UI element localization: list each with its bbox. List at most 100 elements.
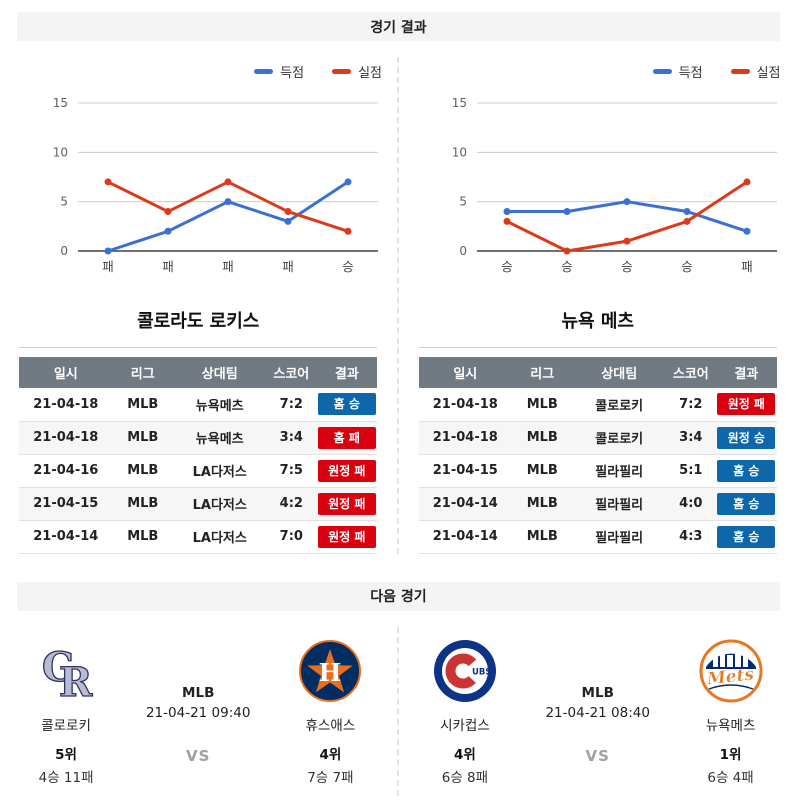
result-badge: 홈 패	[318, 427, 376, 449]
column-header: 상대팀	[573, 357, 666, 388]
match-datetime: 21-04-21 09:40	[132, 705, 264, 721]
team-record: 7승 7패	[264, 766, 396, 786]
y-tick-label: 5	[459, 195, 467, 209]
cell-result: 원정 패	[316, 520, 377, 553]
cell-score: 7:0	[266, 520, 316, 553]
cell-opponent: 콜로로키	[573, 421, 666, 454]
cell-opponent: 필라필리	[573, 487, 666, 520]
results-header-title: 경기 결과	[370, 17, 426, 37]
results-header-bar: 경기 결과	[17, 12, 780, 41]
legend-swatch	[731, 69, 750, 74]
y-tick-label: 0	[459, 244, 467, 258]
result-badge: 홈 승	[318, 393, 376, 415]
team-rank: 1위	[664, 743, 797, 763]
data-point	[285, 218, 292, 225]
cell-league: MLB	[112, 421, 173, 454]
team-rank: 4위	[264, 743, 396, 763]
next-match-header-bar: 다음 경기	[17, 582, 780, 611]
data-point	[563, 208, 570, 215]
y-tick-label: 10	[53, 145, 68, 159]
cell-date: 21-04-14	[419, 520, 512, 553]
series-line	[108, 182, 348, 251]
cell-result: 홈 승	[716, 487, 777, 520]
legend-label: 실점	[358, 62, 382, 81]
legend-swatch	[254, 69, 273, 74]
data-point	[345, 228, 352, 235]
next-match-card-left: C R 콜로로키 5위 4승 11패 MLB 21-04-21 09:40 VS	[0, 627, 399, 796]
cell-opponent: LA다저스	[173, 454, 266, 487]
data-point	[563, 248, 570, 255]
legend-label: 득점	[280, 62, 304, 81]
data-point	[743, 228, 750, 235]
cell-score: 4:2	[266, 487, 316, 520]
cell-league: MLB	[512, 454, 573, 487]
column-header: 리그	[512, 357, 573, 388]
legend-item: 실점	[332, 62, 382, 81]
data-point	[105, 178, 112, 185]
data-point	[623, 198, 630, 205]
home-team-block: C R 콜로로키 5위 4승 11패	[0, 639, 132, 786]
result-badge: 원정 패	[717, 393, 775, 415]
mets-logo: Mets	[699, 639, 763, 703]
column-header: 일시	[19, 357, 112, 388]
team-rank: 4위	[399, 743, 532, 763]
y-tick-label: 0	[60, 244, 68, 258]
column-header: 스코어	[266, 357, 316, 388]
legend-swatch	[653, 69, 672, 74]
cell-date: 21-04-15	[419, 454, 512, 487]
next-match-section: C R 콜로로키 5위 4승 11패 MLB 21-04-21 09:40 VS	[0, 627, 797, 796]
away-team-block: Mets 뉴욕메츠 1위 6승 4패	[664, 639, 797, 786]
cell-opponent: 필라필리	[573, 454, 666, 487]
cell-date: 21-04-18	[19, 388, 112, 421]
cell-league: MLB	[112, 520, 173, 553]
next-match-header-title: 다음 경기	[370, 586, 426, 606]
cell-score: 7:2	[266, 388, 316, 421]
cell-date: 21-04-14	[419, 487, 512, 520]
data-point	[503, 208, 510, 215]
cell-league: MLB	[512, 388, 573, 421]
team-title-left: 콜로라도 로키스	[19, 307, 377, 348]
team-title-right: 뉴욕 메츠	[419, 307, 777, 348]
column-header: 결과	[316, 357, 377, 388]
x-tick-label: 승	[342, 259, 354, 274]
data-point	[743, 178, 750, 185]
rockies-logo: C R	[34, 639, 98, 703]
rockies-logo-svg: C R	[34, 639, 98, 703]
vs-label: VS	[132, 747, 264, 765]
astros-logo: H	[298, 639, 362, 703]
cell-league: MLB	[112, 388, 173, 421]
x-tick-label: 승	[621, 259, 633, 274]
chart-legend: 득점 실점	[425, 61, 787, 81]
legend-label: 득점	[679, 62, 703, 81]
data-point	[225, 178, 232, 185]
team-record: 6승 4패	[664, 766, 797, 786]
next-match-card-right: UBS 시카컵스 4위 6승 8패 MLB 21-04-21 08:40 VS	[399, 627, 797, 796]
team-name: 휴스애스	[264, 714, 396, 734]
x-tick-label: 승	[501, 259, 513, 274]
x-tick-label: 패	[741, 259, 753, 274]
svg-text:R: R	[59, 659, 93, 703]
cell-date: 21-04-18	[419, 388, 512, 421]
cell-result: 홈 승	[716, 520, 777, 553]
x-tick-label: 패	[222, 259, 234, 274]
column-header: 결과	[716, 357, 777, 388]
legend-item: 실점	[731, 62, 781, 81]
legend-item: 득점	[653, 62, 703, 81]
result-badge: 원정 패	[318, 526, 376, 548]
svg-text:H: H	[319, 658, 342, 687]
result-badge: 홈 승	[717, 460, 775, 482]
chart-legend: 득점 실점	[26, 61, 388, 81]
cell-league: MLB	[512, 520, 573, 553]
cell-date: 21-04-18	[419, 421, 512, 454]
result-badge: 홈 승	[717, 493, 775, 515]
